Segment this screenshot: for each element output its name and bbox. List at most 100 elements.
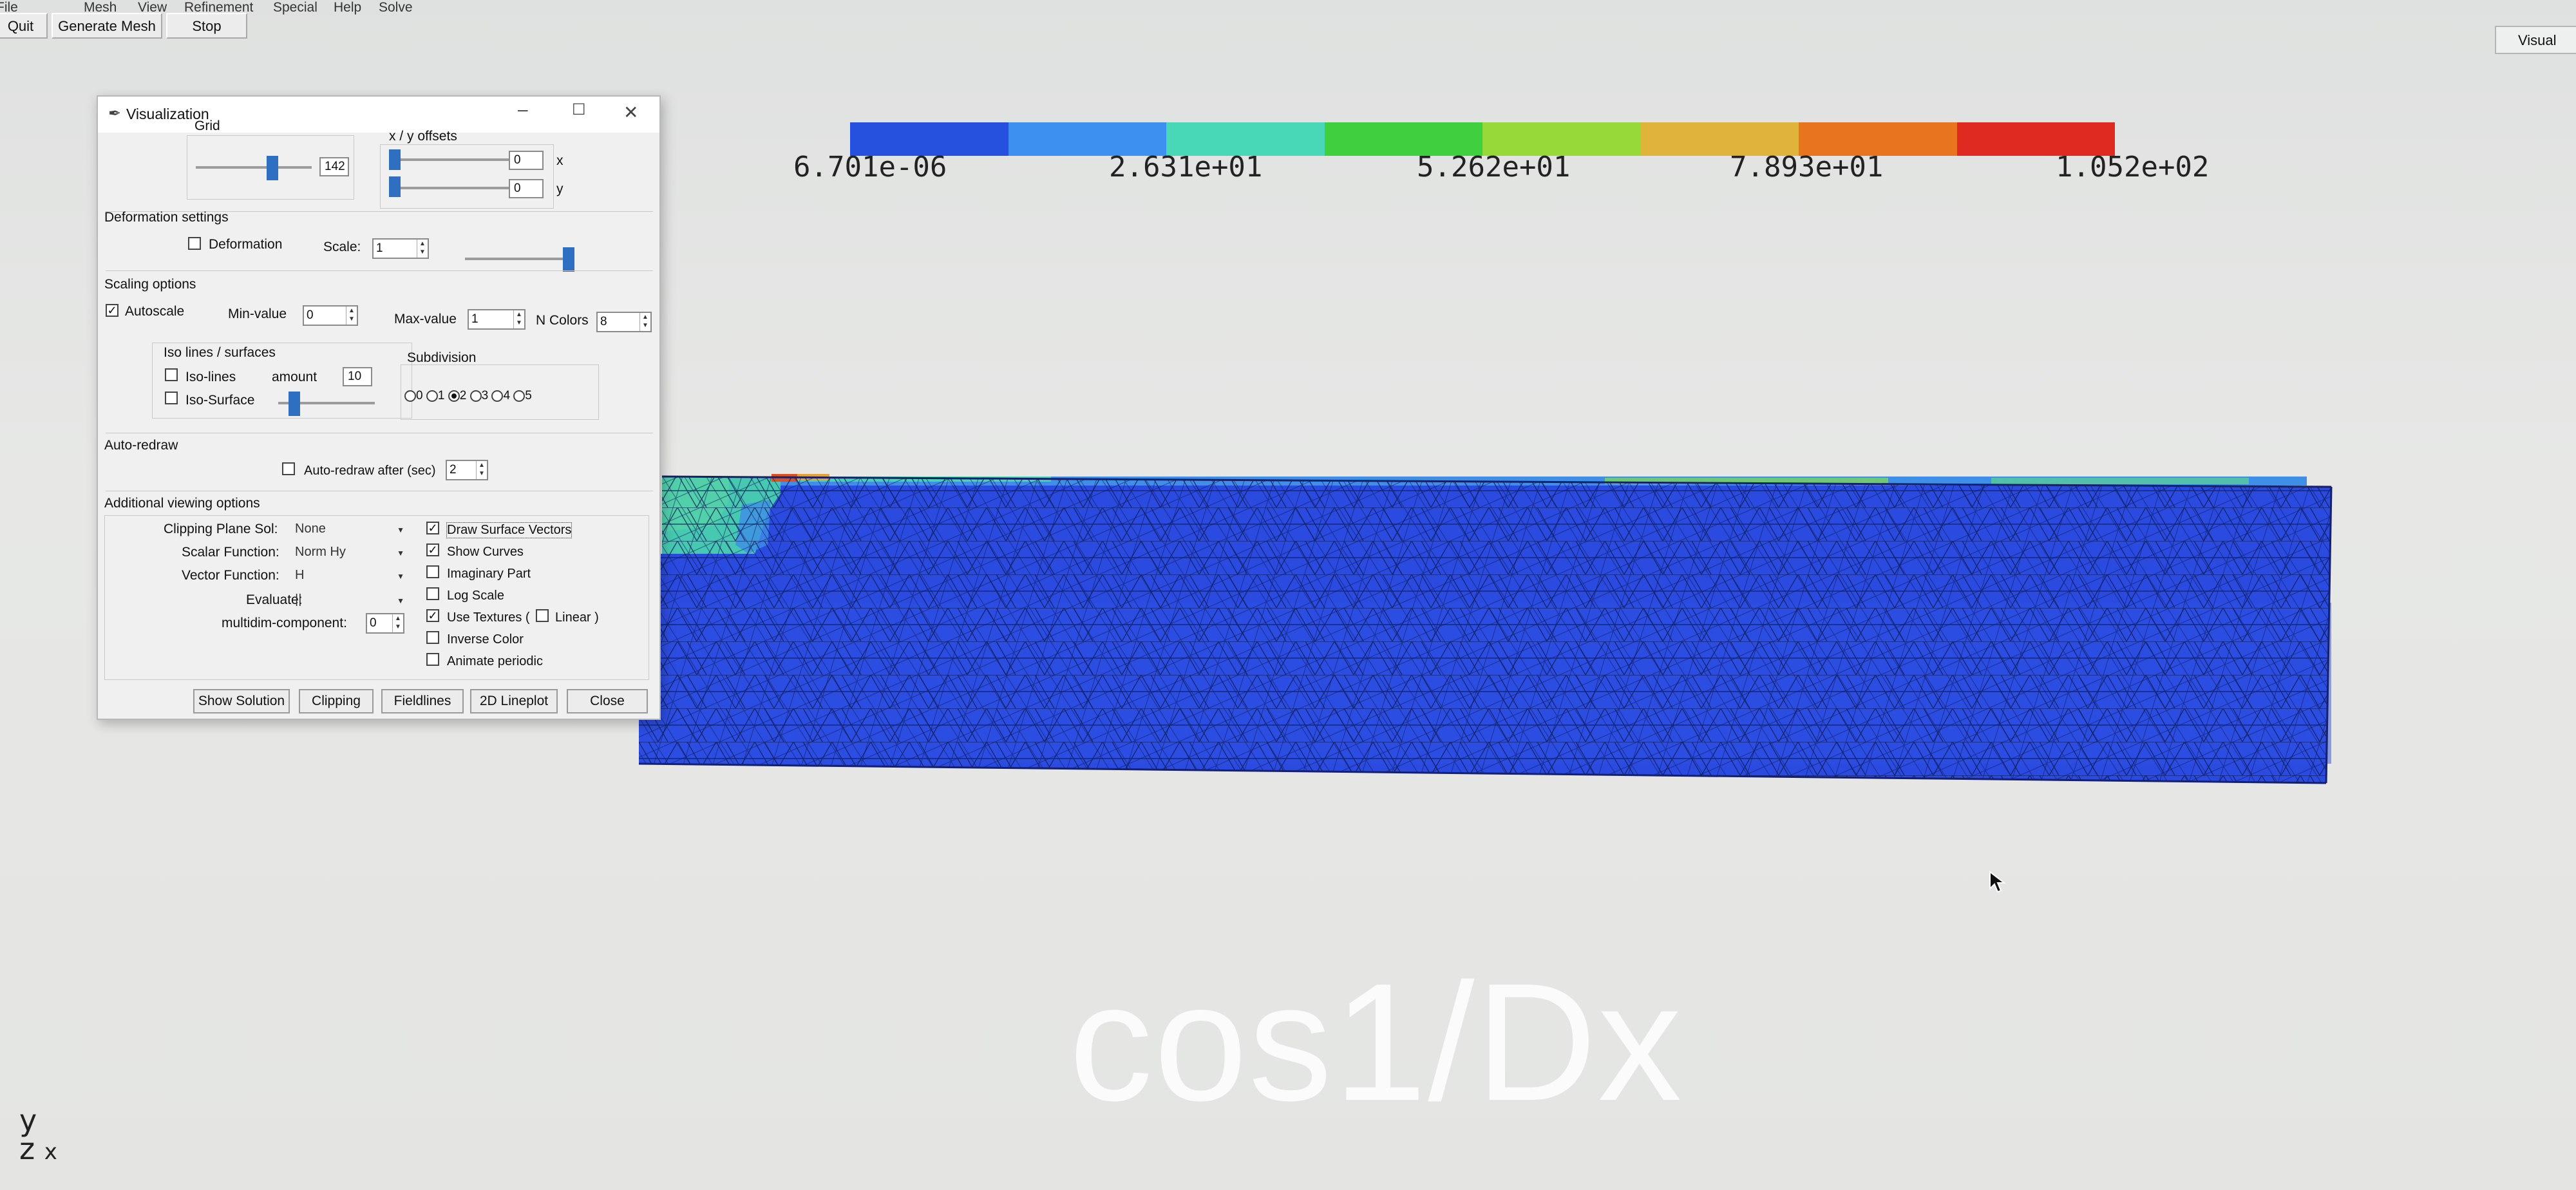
subdivision-title: Subdivision xyxy=(407,350,477,365)
subdivision-radio-0[interactable] xyxy=(404,390,416,402)
amount-field[interactable]: 10 xyxy=(343,367,372,386)
clipping-plane-dropdown[interactable]: None ▼ xyxy=(295,522,404,536)
menu-help[interactable]: Help xyxy=(334,0,362,15)
y-offset-slider-track[interactable] xyxy=(401,187,509,189)
vector-function-dropdown[interactable]: H ▼ xyxy=(295,568,404,583)
colorbar-segment xyxy=(1482,122,1641,156)
mesh-solution-plot[interactable] xyxy=(639,474,2339,789)
amount-label: amount xyxy=(272,370,317,384)
subdivision-group xyxy=(401,364,599,420)
subdivision-radio-2[interactable] xyxy=(448,390,460,402)
log-scale-checkbox[interactable] xyxy=(426,587,439,600)
offsets-label: x / y offsets xyxy=(389,129,457,144)
min-value-label: Min-value xyxy=(228,307,287,321)
scale-value: 1 xyxy=(376,241,383,255)
subdivision-radio-3[interactable] xyxy=(469,390,482,402)
show-solution-button[interactable]: Show Solution xyxy=(193,689,290,713)
subdivision-radio-4[interactable] xyxy=(491,390,504,402)
multidim-label: multidim-component: xyxy=(222,616,347,630)
grid-value-field[interactable]: 142 xyxy=(319,157,349,176)
iso-surface-checkbox[interactable] xyxy=(165,392,178,404)
close-icon[interactable]: ✕ xyxy=(623,102,639,122)
additional-group xyxy=(104,515,649,680)
iso-group xyxy=(152,343,412,419)
visual-tab[interactable]: Visual xyxy=(2495,26,2576,54)
use-textures-checkbox[interactable]: ✓ xyxy=(426,609,439,622)
min-value-spinbox[interactable]: 0 ▲ ▼ xyxy=(303,305,358,326)
additional-section-title: Additional viewing options xyxy=(104,496,260,511)
mouse-cursor-icon xyxy=(1989,871,2006,893)
scale-slider-handle[interactable] xyxy=(563,247,574,272)
deformation-checkbox[interactable] xyxy=(188,237,201,250)
grid-slider-track[interactable] xyxy=(196,166,312,169)
x-offset-slider-handle[interactable] xyxy=(389,149,401,170)
multidim-spinbox[interactable]: 0 ▲ ▼ xyxy=(366,613,404,634)
menubar: File Mesh View Refinement Special Help S… xyxy=(0,0,644,17)
menu-view[interactable]: View xyxy=(138,0,167,15)
autoredraw-spinbox[interactable]: 2 ▲ ▼ xyxy=(446,460,488,480)
imaginary-part-checkbox[interactable] xyxy=(426,565,439,578)
menu-solve[interactable]: Solve xyxy=(379,0,413,15)
multidim-value: 0 xyxy=(370,616,377,630)
use-textures-label: Use Textures ( xyxy=(447,610,530,625)
x-offset-slider-track[interactable] xyxy=(401,158,509,161)
max-value-label: Max-value xyxy=(394,312,457,326)
2d-lineplot-button[interactable]: 2D Lineplot xyxy=(470,689,558,713)
y-offset-slider-handle[interactable] xyxy=(389,176,401,197)
subdivision-radio-5[interactable] xyxy=(513,390,526,402)
menu-mesh[interactable]: Mesh xyxy=(84,0,117,15)
axes-indicator: y z x xyxy=(19,1106,57,1166)
menu-refinement[interactable]: Refinement xyxy=(184,0,254,15)
autoredraw-section-title: Auto-redraw xyxy=(104,438,178,453)
max-value-spinbox[interactable]: 1 ▲ ▼ xyxy=(468,309,526,330)
linear-checkbox[interactable] xyxy=(536,609,549,622)
n-colors-spinbox[interactable]: 8 ▲ ▼ xyxy=(596,312,652,332)
evaluate-value: || xyxy=(295,592,302,607)
colorbar-label-2: 5.262e+01 xyxy=(1417,151,1571,184)
inverse-color-checkbox[interactable] xyxy=(426,631,439,644)
y-offset-axis-label: y xyxy=(556,182,564,196)
stop-button[interactable]: Stop xyxy=(166,13,247,39)
menu-file[interactable]: File xyxy=(0,0,18,15)
colorbar-label-3: 7.893e+01 xyxy=(1730,151,1884,184)
show-curves-checkbox[interactable]: ✓ xyxy=(426,543,439,556)
generate-mesh-button[interactable]: Generate Mesh xyxy=(52,13,162,39)
colorbar-label-max: 1.052e+02 xyxy=(2056,151,2210,184)
draw-surface-vectors-label: Draw Surface Vectors xyxy=(446,522,573,538)
scale-label: Scale: xyxy=(323,240,361,254)
colorbar-segment xyxy=(1008,122,1166,156)
subdivision-radio-1[interactable] xyxy=(426,390,438,402)
x-offset-field[interactable]: 0 xyxy=(509,151,544,170)
autoscale-checkbox[interactable]: ✓ xyxy=(106,304,118,317)
maximize-icon[interactable]: ☐ xyxy=(572,101,586,118)
fieldlines-button[interactable]: Fieldlines xyxy=(381,689,464,713)
close-button[interactable]: Close xyxy=(567,689,648,713)
colorbar-label-1: 2.631e+01 xyxy=(1109,151,1263,184)
linear-label: Linear ) xyxy=(555,610,599,625)
animate-periodic-checkbox[interactable] xyxy=(426,653,439,666)
dialog-titlebar[interactable]: ✒ Visualization – ☐ ✕ xyxy=(98,97,659,133)
draw-surface-vectors-checkbox[interactable]: ✓ xyxy=(426,522,439,534)
iso-lines-label: Iso-lines xyxy=(185,370,236,384)
autoredraw-checkbox[interactable] xyxy=(282,462,295,475)
plot-caption: cos1/Dx xyxy=(1069,949,1683,1136)
clipping-button[interactable]: Clipping xyxy=(299,689,374,713)
quit-button[interactable]: Quit xyxy=(0,13,48,39)
colorbar-segment xyxy=(1640,122,1799,156)
show-curves-label: Show Curves xyxy=(447,545,524,559)
iso-lines-checkbox[interactable] xyxy=(165,368,178,381)
dialog-title: Visualization xyxy=(126,106,209,122)
vector-function-label: Vector Function: xyxy=(182,568,279,583)
y-offset-field[interactable]: 0 xyxy=(509,179,544,198)
scale-slider-track[interactable] xyxy=(465,258,574,260)
scalar-function-dropdown[interactable]: Norm Hy ▼ xyxy=(295,545,404,560)
iso-slider-track[interactable] xyxy=(278,402,375,404)
grid-slider-handle[interactable] xyxy=(267,156,278,180)
menu-special[interactable]: Special xyxy=(273,0,317,15)
scale-spinbox[interactable]: 1 ▲ ▼ xyxy=(372,238,429,259)
minimize-icon[interactable]: – xyxy=(518,99,528,119)
evaluate-dropdown[interactable]: || ▼ xyxy=(295,592,404,607)
scalar-function-value: Norm Hy xyxy=(295,545,346,559)
iso-slider-handle[interactable] xyxy=(289,392,300,416)
feather-icon: ✒ xyxy=(108,105,122,122)
